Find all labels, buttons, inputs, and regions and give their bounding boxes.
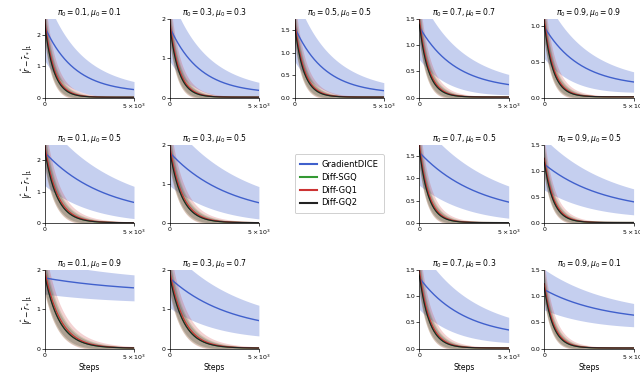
Title: $\pi_0 = 0.1,\mu_0 = 0.9$: $\pi_0 = 0.1,\mu_0 = 0.9$ bbox=[57, 257, 122, 270]
Title: $\pi_0 = 0.1,\mu_0 = 0.5$: $\pi_0 = 0.1,\mu_0 = 0.5$ bbox=[57, 132, 122, 145]
Title: $\pi_0 = 0.9,\mu_0 = 0.9$: $\pi_0 = 0.9,\mu_0 = 0.9$ bbox=[556, 6, 621, 19]
Title: $\pi_0 = 0.5,\mu_0 = 0.5$: $\pi_0 = 0.5,\mu_0 = 0.5$ bbox=[307, 6, 372, 19]
Title: $\pi_0 = 0.1,\mu_0 = 0.1$: $\pi_0 = 0.1,\mu_0 = 0.1$ bbox=[57, 6, 122, 19]
Title: $\pi_0 = 0.7,\mu_0 = 0.7$: $\pi_0 = 0.7,\mu_0 = 0.7$ bbox=[432, 6, 496, 19]
X-axis label: Steps: Steps bbox=[453, 363, 475, 372]
Title: $\pi_0 = 0.9,\mu_0 = 0.5$: $\pi_0 = 0.9,\mu_0 = 0.5$ bbox=[557, 132, 621, 145]
X-axis label: Steps: Steps bbox=[79, 363, 100, 372]
Title: $\pi_0 = 0.3,\mu_0 = 0.3$: $\pi_0 = 0.3,\mu_0 = 0.3$ bbox=[182, 6, 247, 19]
Y-axis label: $|\hat{r} - \bar{r}_*|_1$: $|\hat{r} - \bar{r}_*|_1$ bbox=[20, 43, 35, 74]
Legend: GradientDICE, Diff-SGQ, Diff-GQ1, Diff-GQ2: GradientDICE, Diff-SGQ, Diff-GQ1, Diff-G… bbox=[294, 154, 384, 213]
Y-axis label: $|\hat{r} - \bar{r}_*|_1$: $|\hat{r} - \bar{r}_*|_1$ bbox=[20, 294, 35, 325]
Title: $\pi_0 = 0.7,\mu_0 = 0.3$: $\pi_0 = 0.7,\mu_0 = 0.3$ bbox=[432, 257, 496, 270]
X-axis label: Steps: Steps bbox=[579, 363, 600, 372]
Title: $\pi_0 = 0.3,\mu_0 = 0.5$: $\pi_0 = 0.3,\mu_0 = 0.5$ bbox=[182, 132, 247, 145]
Title: $\pi_0 = 0.3,\mu_0 = 0.7$: $\pi_0 = 0.3,\mu_0 = 0.7$ bbox=[182, 257, 246, 270]
Title: $\pi_0 = 0.9,\mu_0 = 0.1$: $\pi_0 = 0.9,\mu_0 = 0.1$ bbox=[557, 257, 621, 270]
Y-axis label: $|\hat{r} - \bar{r}_*|_1$: $|\hat{r} - \bar{r}_*|_1$ bbox=[20, 169, 35, 199]
X-axis label: Steps: Steps bbox=[204, 363, 225, 372]
Title: $\pi_0 = 0.7,\mu_0 = 0.5$: $\pi_0 = 0.7,\mu_0 = 0.5$ bbox=[432, 132, 496, 145]
